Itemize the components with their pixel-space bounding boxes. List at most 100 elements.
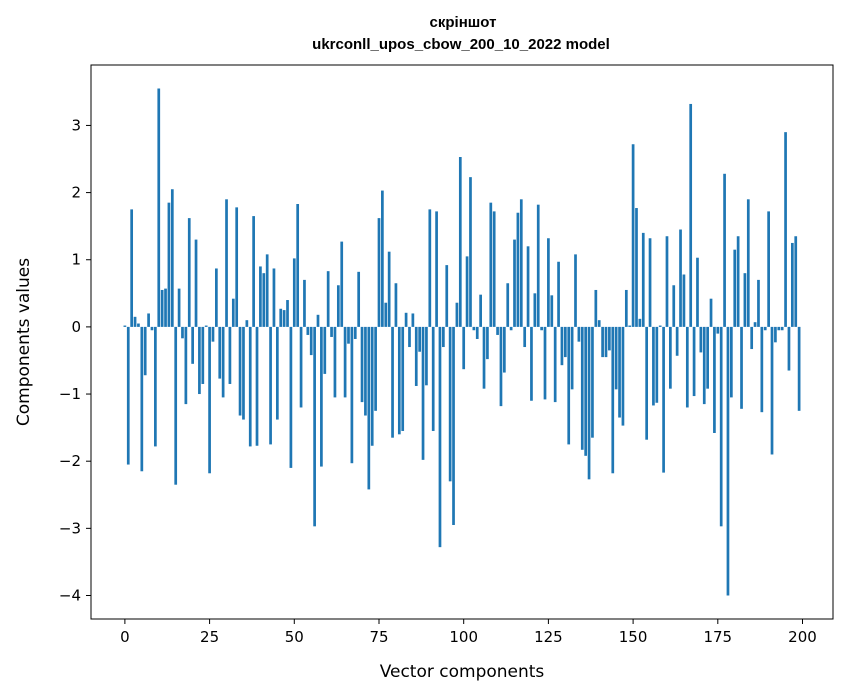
bar-component-101 bbox=[465, 256, 469, 327]
bar-component-96 bbox=[448, 326, 452, 482]
bar-component-167 bbox=[689, 103, 693, 327]
bar-component-181 bbox=[736, 236, 740, 327]
bar-component-16 bbox=[177, 288, 181, 327]
bar-component-88 bbox=[421, 326, 425, 460]
y-tick-label: 0 bbox=[71, 318, 81, 336]
bar-component-33 bbox=[235, 207, 239, 327]
bar-component-164 bbox=[679, 229, 682, 327]
bar-component-175 bbox=[716, 326, 720, 334]
bar-component-148 bbox=[624, 289, 628, 327]
bar-component-187 bbox=[757, 279, 760, 327]
bar-component-30 bbox=[225, 199, 228, 327]
bar-component-190 bbox=[767, 211, 770, 327]
bar-component-147 bbox=[621, 326, 625, 426]
x-tick-label: 75 bbox=[369, 628, 388, 646]
bar-component-4 bbox=[137, 323, 140, 327]
bar-component-182 bbox=[740, 326, 743, 409]
bar-component-32 bbox=[231, 298, 235, 327]
bar-component-47 bbox=[282, 310, 286, 327]
bar-component-103 bbox=[472, 326, 476, 331]
bar-component-25 bbox=[208, 326, 211, 474]
x-tick-label: 25 bbox=[200, 628, 219, 646]
bar-component-169 bbox=[696, 257, 699, 327]
bar-component-27 bbox=[215, 268, 218, 327]
bar-component-119 bbox=[526, 246, 530, 327]
bar-component-124 bbox=[543, 326, 547, 400]
bar-component-111 bbox=[499, 326, 503, 407]
bar-component-154 bbox=[645, 326, 649, 440]
bar-component-60 bbox=[326, 271, 330, 327]
x-tick-label: 0 bbox=[120, 628, 130, 646]
bar-component-2 bbox=[130, 209, 134, 327]
bar-component-160 bbox=[665, 236, 669, 327]
bar-component-113 bbox=[506, 283, 510, 327]
bar-component-150 bbox=[631, 144, 635, 327]
bar-component-65 bbox=[343, 326, 347, 398]
bar-component-132 bbox=[570, 326, 574, 390]
bar-component-73 bbox=[370, 326, 374, 446]
bar-component-92 bbox=[435, 211, 438, 327]
bar-component-121 bbox=[533, 293, 537, 327]
x-tick-label: 200 bbox=[788, 628, 817, 646]
bar-component-54 bbox=[306, 326, 310, 335]
chart-title-line-1: скріншот bbox=[430, 14, 497, 31]
bar-component-95 bbox=[445, 265, 449, 327]
bar-component-130 bbox=[563, 326, 567, 358]
bar-component-14 bbox=[170, 189, 174, 327]
bar-component-118 bbox=[523, 326, 527, 348]
bar-component-195 bbox=[784, 132, 787, 327]
y-axis-label: Components values bbox=[14, 258, 34, 426]
x-tick-label: 150 bbox=[619, 628, 648, 646]
bar-component-152 bbox=[638, 318, 642, 327]
bar-component-10 bbox=[157, 88, 161, 327]
bar-component-59 bbox=[323, 326, 327, 374]
bar-component-146 bbox=[618, 326, 621, 418]
bar-component-159 bbox=[662, 326, 665, 473]
bar-component-63 bbox=[336, 285, 340, 327]
bar-component-66 bbox=[347, 326, 350, 344]
bar-component-185 bbox=[750, 326, 754, 350]
bar-component-67 bbox=[350, 326, 354, 464]
bar-component-191 bbox=[770, 326, 774, 455]
bar-component-7 bbox=[147, 313, 150, 327]
bar-component-99 bbox=[458, 157, 462, 327]
bar-component-20 bbox=[191, 326, 194, 364]
bar-component-128 bbox=[557, 261, 560, 327]
bar-component-102 bbox=[469, 177, 472, 327]
bar-component-110 bbox=[496, 326, 499, 335]
bar-component-199 bbox=[797, 326, 801, 411]
bar-component-149 bbox=[628, 325, 632, 327]
bar-component-9 bbox=[154, 326, 157, 447]
bar-component-123 bbox=[540, 326, 543, 331]
bar-component-50 bbox=[292, 258, 296, 327]
bar-component-176 bbox=[719, 326, 723, 527]
bar-component-106 bbox=[482, 326, 486, 389]
bar-component-158 bbox=[658, 325, 662, 327]
bar-component-69 bbox=[357, 271, 361, 327]
bar-component-157 bbox=[655, 326, 659, 403]
bar-component-114 bbox=[509, 326, 513, 331]
bar-component-105 bbox=[479, 294, 482, 327]
x-tick-label: 175 bbox=[703, 628, 732, 646]
x-tick-label: 50 bbox=[285, 628, 304, 646]
bar-component-89 bbox=[425, 326, 428, 386]
bar-component-183 bbox=[743, 273, 747, 327]
bar-component-194 bbox=[780, 326, 784, 331]
bar-component-129 bbox=[560, 326, 564, 366]
bar-component-178 bbox=[726, 326, 730, 596]
bar-component-90 bbox=[428, 209, 432, 327]
bar-component-133 bbox=[574, 254, 577, 327]
bar-component-117 bbox=[519, 199, 523, 327]
bar-component-138 bbox=[591, 326, 594, 438]
bar-component-3 bbox=[133, 316, 137, 327]
bar-component-184 bbox=[746, 199, 750, 327]
bar-component-83 bbox=[404, 312, 408, 327]
bar-component-97 bbox=[452, 326, 455, 525]
bar-component-6 bbox=[143, 326, 147, 376]
bar-component-61 bbox=[330, 326, 333, 337]
bar-component-58 bbox=[320, 326, 323, 467]
bar-component-49 bbox=[289, 326, 293, 468]
bar-component-68 bbox=[353, 326, 357, 339]
bar-component-107 bbox=[486, 326, 489, 360]
